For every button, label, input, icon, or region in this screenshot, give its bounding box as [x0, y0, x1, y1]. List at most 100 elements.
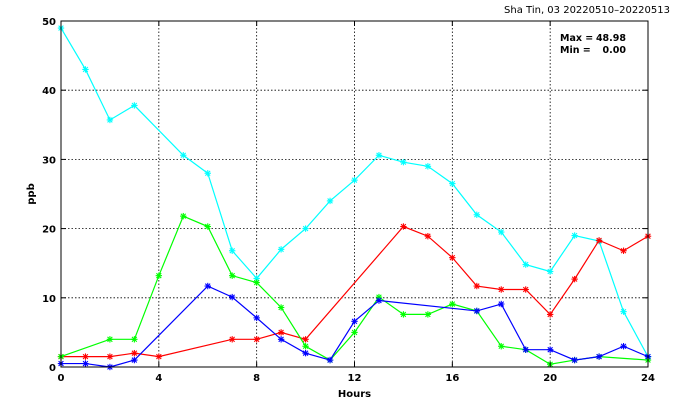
marker-stroke-d2: [302, 343, 309, 350]
marker-stroke-d2: [131, 102, 138, 109]
x-axis-label: Hours: [338, 389, 371, 400]
data-point-marker: [253, 279, 260, 286]
marker-stroke-d2: [351, 318, 358, 325]
data-point-marker: [351, 318, 358, 325]
data-point-marker: [424, 233, 432, 240]
marker-stroke-d2: [156, 272, 162, 279]
marker-stroke-d2: [278, 336, 284, 343]
data-point-marker: [204, 282, 211, 290]
data-point-marker: [620, 308, 627, 315]
axis-ticks: 0 4 8 12 16 20 24 0 10 20 30 40 50: [42, 17, 655, 384]
y-tick-label: 20: [42, 225, 56, 236]
marker-stroke-d2: [620, 247, 627, 254]
marker-stroke-d2: [180, 213, 187, 219]
marker-stroke-d2: [571, 357, 578, 363]
max-label: Max =: [560, 33, 593, 44]
marker-stroke-d2: [82, 360, 89, 367]
data-point-marker: [229, 336, 236, 343]
data-point-marker: [302, 343, 309, 350]
data-point-marker: [546, 346, 554, 353]
marker-stroke-d2: [425, 163, 431, 170]
data-point-marker: [449, 254, 456, 261]
marker-stroke-d2: [229, 247, 235, 254]
x-tick-label: 12: [348, 373, 362, 384]
min-value: 0.00: [603, 45, 627, 56]
data-point-marker: [155, 353, 163, 360]
data-point-marker: [302, 225, 309, 232]
data-point-marker: [424, 311, 432, 318]
marker-stroke-d2: [278, 304, 284, 311]
data-point-marker: [424, 163, 432, 170]
marker-stroke-d2: [376, 152, 382, 159]
marker-stroke-d2: [522, 286, 529, 293]
data-point-marker: [131, 102, 138, 109]
marker-stroke-d2: [131, 357, 138, 363]
marker-stroke-d2: [474, 211, 480, 218]
data-point-marker: [326, 356, 334, 364]
data-point-marker: [229, 272, 236, 279]
data-point-marker: [473, 211, 480, 218]
series-line: [61, 225, 649, 358]
series-line: [61, 285, 649, 368]
marker-stroke-d2: [253, 315, 260, 321]
marker-stroke-d2: [351, 177, 358, 183]
marker-stroke-d2: [376, 297, 382, 304]
y-tick-label: 40: [42, 86, 56, 97]
marker-stroke-d2: [620, 308, 627, 315]
marker-stroke-d2: [498, 301, 505, 307]
y-axis-label: ppb: [26, 183, 37, 204]
series-line: [60, 27, 649, 357]
marker-stroke-d2: [449, 254, 456, 261]
data-point-marker: [131, 349, 138, 357]
x-tick-label: 8: [253, 373, 260, 384]
data-point-marker: [498, 300, 505, 308]
marker-stroke-d2: [400, 223, 407, 230]
marker-stroke-d2: [547, 311, 553, 318]
data-point-marker: [155, 272, 163, 279]
marker-stroke-d2: [596, 353, 602, 360]
marker-stroke-d2: [229, 336, 235, 343]
chart-title: Sha Tin, 03 20220510–20220513: [504, 5, 670, 16]
marker-stroke-d2: [180, 152, 187, 159]
marker-stroke-d2: [571, 232, 578, 239]
data-point-marker: [620, 343, 627, 350]
data-point-marker: [204, 170, 211, 177]
marker-stroke-d2: [547, 346, 553, 353]
marker-stroke-d2: [278, 246, 284, 253]
data-point-marker: [449, 300, 456, 308]
marker-stroke-d2: [131, 336, 138, 343]
data-point-marker: [82, 353, 89, 360]
marker-stroke-d2: [204, 170, 211, 177]
marker-stroke-d2: [351, 329, 358, 336]
marker-stroke-d2: [229, 294, 235, 300]
marker-stroke-d2: [522, 261, 529, 268]
data-point-marker: [571, 232, 578, 239]
marker-stroke-d2: [278, 329, 284, 336]
data-point-marker: [253, 336, 260, 343]
marker-stroke-d2: [571, 276, 578, 282]
data-point-marker: [449, 180, 456, 187]
marker-stroke-d2: [425, 233, 431, 240]
data-point-marker: [131, 356, 138, 364]
data-point-marker: [571, 356, 578, 364]
data-point-marker: [473, 307, 480, 315]
grid-lines: [61, 21, 648, 367]
marker-stroke-d2: [107, 117, 113, 123]
data-point-marker: [375, 152, 383, 159]
series-1: [57, 24, 652, 360]
data-point-marker: [498, 228, 505, 236]
data-point-marker: [131, 336, 138, 343]
data-point-marker: [229, 247, 236, 254]
data-point-marker: [106, 116, 114, 124]
marker-stroke-d2: [327, 198, 333, 204]
marker-stroke-d2: [498, 286, 505, 293]
data-point-marker: [204, 223, 211, 230]
marker-stroke-d2: [474, 308, 480, 314]
data-point-marker: [253, 314, 260, 322]
marker-stroke-d2: [229, 272, 235, 279]
data-point-marker: [522, 346, 529, 353]
marker-stroke-d2: [522, 346, 529, 353]
data-point-marker: [375, 297, 383, 304]
y-tick-label: 0: [49, 363, 56, 374]
